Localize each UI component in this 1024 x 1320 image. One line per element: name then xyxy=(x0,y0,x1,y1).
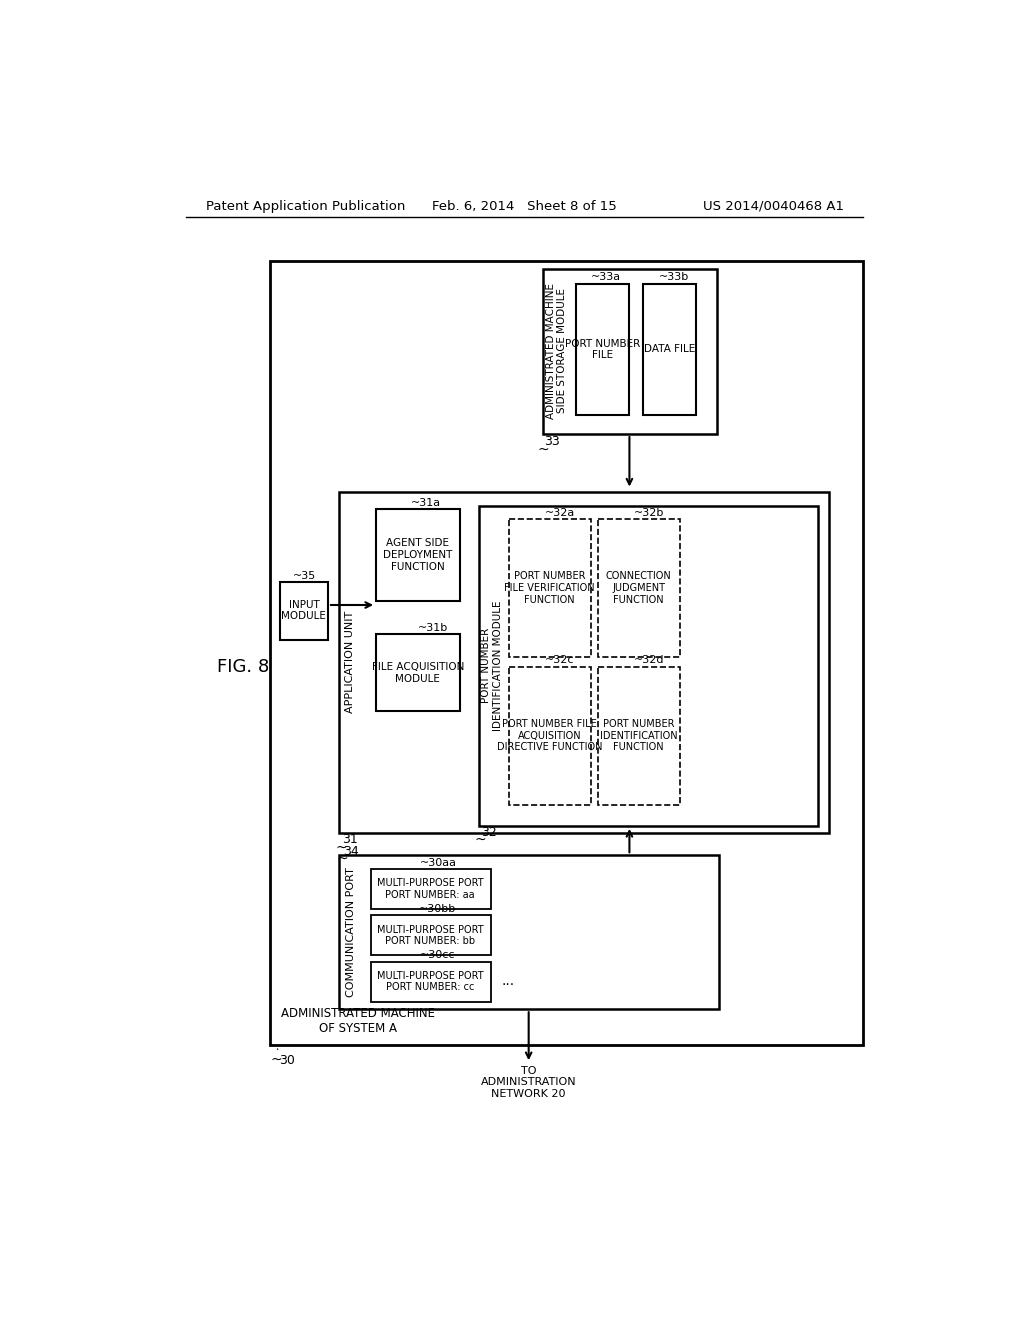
Text: ~30bb: ~30bb xyxy=(420,904,457,915)
Text: PORT NUMBER
FILE: PORT NUMBER FILE xyxy=(564,338,640,360)
Text: 31: 31 xyxy=(342,833,357,846)
Text: PORT NUMBER
IDENTIFICATION
FUNCTION: PORT NUMBER IDENTIFICATION FUNCTION xyxy=(600,719,678,752)
Text: MULTI-PURPOSE PORT
PORT NUMBER: bb: MULTI-PURPOSE PORT PORT NUMBER: bb xyxy=(377,924,483,946)
Text: PORT NUMBER
FILE VERIFICATION
FUNCTION: PORT NUMBER FILE VERIFICATION FUNCTION xyxy=(504,572,595,605)
Text: ~32d: ~32d xyxy=(634,656,664,665)
Text: 30: 30 xyxy=(280,1053,295,1067)
Text: CONNECTION
JUDGMENT
FUNCTION: CONNECTION JUDGMENT FUNCTION xyxy=(606,572,672,605)
Text: ~35: ~35 xyxy=(293,570,316,581)
Text: ~32a: ~32a xyxy=(545,508,574,517)
Bar xyxy=(479,507,818,826)
Bar xyxy=(376,508,460,601)
Bar xyxy=(371,961,490,1002)
Text: ~: ~ xyxy=(337,853,348,866)
Bar xyxy=(280,582,328,640)
Text: ~31a: ~31a xyxy=(412,498,441,508)
Bar xyxy=(270,261,862,1044)
Text: MULTI-PURPOSE PORT
PORT NUMBER: cc: MULTI-PURPOSE PORT PORT NUMBER: cc xyxy=(377,970,483,993)
Text: DATA FILE: DATA FILE xyxy=(644,345,695,354)
Text: MULTI-PURPOSE PORT
PORT NUMBER: aa: MULTI-PURPOSE PORT PORT NUMBER: aa xyxy=(377,878,483,900)
Text: ~32c: ~32c xyxy=(545,656,574,665)
Text: TO
ADMINISTRATION
NETWORK 20: TO ADMINISTRATION NETWORK 20 xyxy=(481,1065,577,1100)
Bar xyxy=(543,268,717,434)
Text: ~30aa: ~30aa xyxy=(420,858,457,869)
Bar xyxy=(575,284,629,414)
Bar xyxy=(598,667,680,805)
Bar xyxy=(509,667,591,805)
Text: ~: ~ xyxy=(271,1052,283,1067)
Text: US 2014/0040468 A1: US 2014/0040468 A1 xyxy=(703,199,844,213)
Text: PORT NUMBER
IDENTIFICATION MODULE: PORT NUMBER IDENTIFICATION MODULE xyxy=(481,601,503,731)
Text: ~: ~ xyxy=(475,833,486,847)
Text: APPLICATION UNIT: APPLICATION UNIT xyxy=(345,611,355,713)
Text: ~33b: ~33b xyxy=(659,272,689,282)
Bar xyxy=(371,869,490,909)
Text: PORT NUMBER FILE
ACQUISITION
DIRECTIVE FUNCTION: PORT NUMBER FILE ACQUISITION DIRECTIVE F… xyxy=(497,719,602,752)
Bar xyxy=(339,855,719,1010)
Bar xyxy=(376,635,460,711)
Text: ~31b: ~31b xyxy=(418,623,447,634)
Text: ADMINISTRATED MACHINE
SIDE STORAGE MODULE: ADMINISTRATED MACHINE SIDE STORAGE MODUL… xyxy=(546,282,567,418)
Text: ...: ... xyxy=(501,974,514,987)
Text: ~32b: ~32b xyxy=(634,508,664,517)
Text: 34: 34 xyxy=(343,845,359,858)
Text: ~30cc: ~30cc xyxy=(420,950,456,961)
Text: Patent Application Publication: Patent Application Publication xyxy=(206,199,404,213)
Text: AGENT SIDE
DEPLOYMENT
FUNCTION: AGENT SIDE DEPLOYMENT FUNCTION xyxy=(383,539,453,572)
Bar xyxy=(643,284,696,414)
Text: ADMINISTRATED MACHINE
OF SYSTEM A: ADMINISTRATED MACHINE OF SYSTEM A xyxy=(281,1007,434,1035)
Text: 33: 33 xyxy=(544,436,560,449)
Bar xyxy=(509,519,591,657)
Text: ~: ~ xyxy=(538,442,549,457)
Bar xyxy=(371,915,490,956)
Text: 32: 32 xyxy=(481,825,497,838)
Bar xyxy=(598,519,680,657)
Text: INPUT
MODULE: INPUT MODULE xyxy=(282,599,327,622)
Text: ~33a: ~33a xyxy=(591,272,622,282)
Text: FILE ACQUISITION
MODULE: FILE ACQUISITION MODULE xyxy=(372,661,464,684)
Text: COMMUNICATION PORT: COMMUNICATION PORT xyxy=(346,867,356,997)
Text: ~: ~ xyxy=(335,841,347,854)
Text: Feb. 6, 2014   Sheet 8 of 15: Feb. 6, 2014 Sheet 8 of 15 xyxy=(432,199,617,213)
Bar xyxy=(339,492,828,833)
Text: FIG. 8: FIG. 8 xyxy=(216,657,269,676)
